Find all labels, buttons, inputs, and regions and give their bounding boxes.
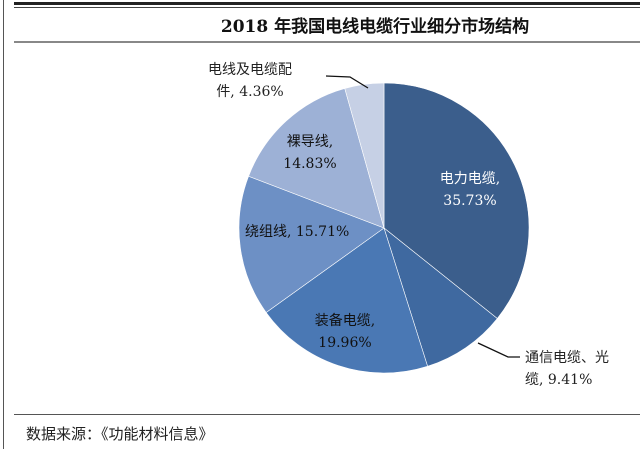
source-note: 数据来源：《功能材料信息》 xyxy=(26,425,214,443)
pie-slice xyxy=(383,82,530,319)
pie-slice xyxy=(344,82,385,229)
title-rule xyxy=(14,41,640,43)
slice-label: 电力电缆, 35.73% xyxy=(440,171,500,209)
bottom-rule xyxy=(14,414,640,415)
top-rule xyxy=(14,2,640,5)
slice-label: 电线及电缆配件, 4.36% xyxy=(208,62,292,100)
slice-label: 装备电缆, 19.96% xyxy=(315,312,375,351)
slice-label: 裸导线, 14.83% xyxy=(283,134,336,172)
slice-label: 绕组线, 15.71% xyxy=(245,224,349,240)
top-rule-thin xyxy=(14,7,640,8)
leader-line xyxy=(325,75,369,89)
pie-slice xyxy=(383,227,498,367)
chart-title: 2018 年我国电线电缆行业细分市场结构 xyxy=(220,17,530,37)
pie-slice xyxy=(248,88,385,229)
border-left xyxy=(3,0,4,449)
pie-slice xyxy=(265,227,428,374)
pie-slice xyxy=(238,175,385,313)
leader-line xyxy=(477,342,520,358)
slice-label: 通信电缆、光缆, 9.41% xyxy=(525,350,609,388)
